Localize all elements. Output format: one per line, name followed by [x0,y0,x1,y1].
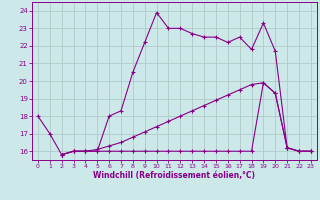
X-axis label: Windchill (Refroidissement éolien,°C): Windchill (Refroidissement éolien,°C) [93,171,255,180]
